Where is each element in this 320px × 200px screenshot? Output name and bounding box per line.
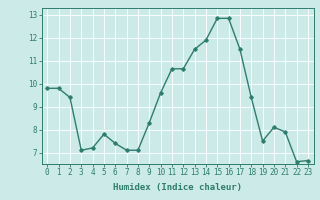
- X-axis label: Humidex (Indice chaleur): Humidex (Indice chaleur): [113, 183, 242, 192]
